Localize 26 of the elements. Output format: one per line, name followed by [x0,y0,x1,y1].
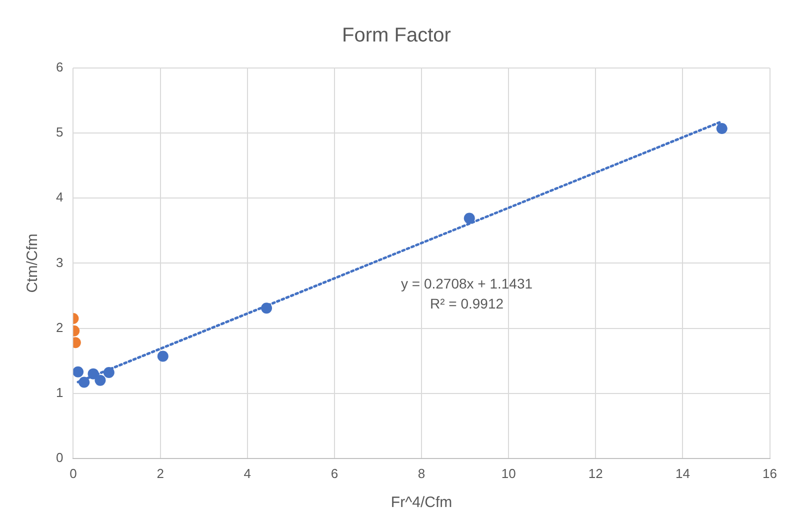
x-tick-label: 14 [675,466,690,481]
point [464,212,475,224]
y-tick-label: 1 [56,384,64,400]
point [157,350,168,362]
x-tick-label: 0 [70,466,77,481]
y-tick-label: 0 [56,450,64,465]
y-tick-label: 6 [56,60,64,75]
y-tick-label: 5 [56,124,64,140]
x-tick-label: 10 [501,466,516,481]
x-tick-label: 4 [244,466,251,481]
x-tick-label: 12 [588,466,603,481]
annotation: R² = 0.9912 [430,296,504,312]
point [94,374,106,386]
point [716,123,728,134]
y-tick-label: 2 [56,320,64,335]
y-axis-title: Ctm/Cfm [24,234,42,293]
point [73,366,84,378]
x-tick-label: 8 [418,466,426,481]
y-tick-label: 4 [56,190,64,205]
chart-title: Form Factor [342,24,452,47]
annotation: y = 0.2708x + 1.1431 [400,276,533,292]
x-tick-label: 6 [330,466,338,481]
x-tick-label: 2 [156,466,164,481]
y-tick-label: 3 [56,254,64,270]
x-tick-label: 16 [762,466,778,481]
x-axis-title: Fr^4/Cfm [390,494,452,512]
